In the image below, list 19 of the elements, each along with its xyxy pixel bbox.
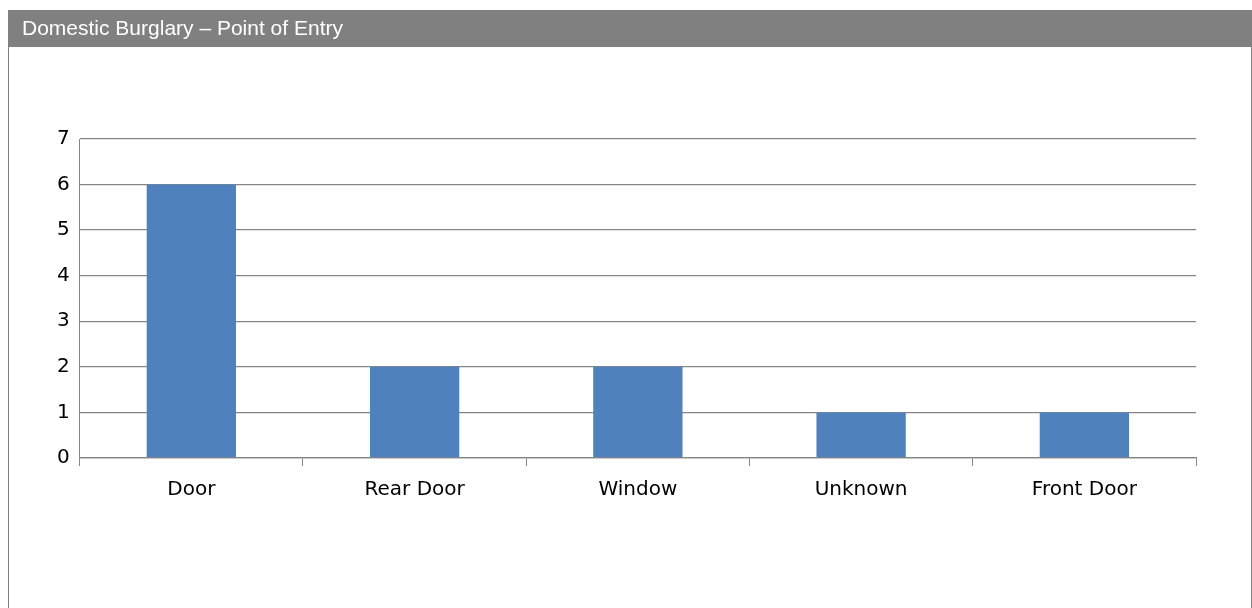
bar <box>816 412 906 458</box>
y-tick-label: 2 <box>56 353 70 378</box>
y-tick-label: 5 <box>56 216 70 241</box>
bar <box>1039 412 1130 458</box>
y-tick-label: 4 <box>56 261 70 286</box>
y-tick-label: 0 <box>56 444 70 469</box>
x-tick-label: Unknown <box>814 476 908 501</box>
bar <box>369 366 460 458</box>
bar <box>146 184 236 458</box>
x-tick-label: Door <box>167 476 217 501</box>
y-tick-label: 7 <box>56 125 70 150</box>
x-tick-label: Front Door <box>1031 476 1138 501</box>
y-tick-label: 6 <box>56 170 70 195</box>
y-tick-label: 3 <box>56 307 70 332</box>
bar <box>593 366 683 458</box>
x-tick-label: Rear Door <box>364 476 466 501</box>
y-tick-label: 1 <box>56 398 70 423</box>
chart-title: Domestic Burglary – Point of Entry <box>8 10 1252 46</box>
x-tick-label: Window <box>598 476 678 501</box>
